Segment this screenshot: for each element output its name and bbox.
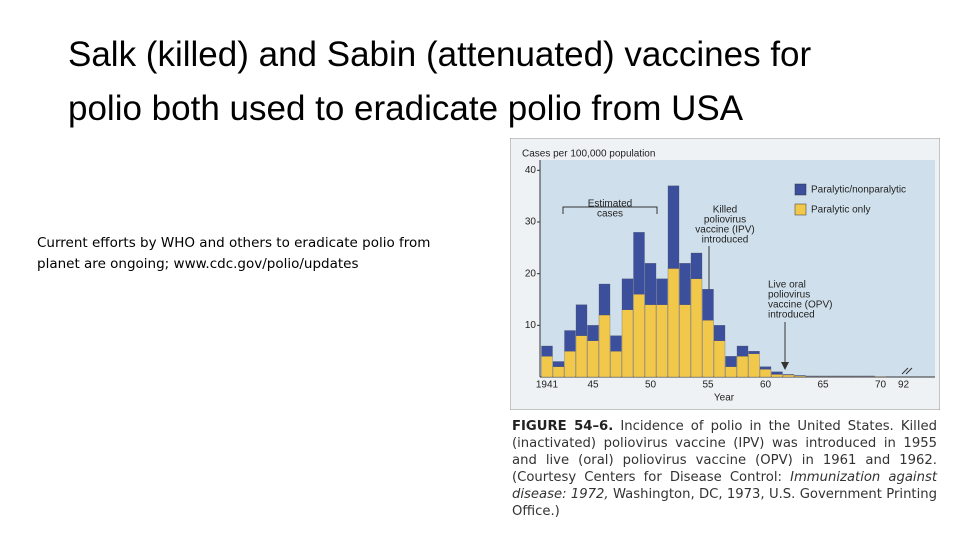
x-tick-label: 92 [898, 380, 910, 391]
bracket [562, 206, 658, 214]
annotation: poliovirus [768, 290, 810, 301]
bar-segment [633, 232, 645, 295]
y-tick-label: 20 [525, 268, 537, 279]
x-tick-label: 60 [760, 380, 772, 391]
note-line: planet are ongoing; www.cdc.gov/polio/up… [37, 256, 359, 272]
bar-segment [794, 375, 806, 377]
x-tick-label: 1941 [536, 380, 559, 391]
axis-break [901, 367, 913, 375]
bar-segment [828, 375, 841, 377]
bar-segment [633, 294, 645, 378]
bar-segment [679, 263, 691, 305]
annotation: vaccine (IPV) [695, 225, 754, 236]
bar-segment [656, 304, 668, 378]
y-axis-label: Cases per 100,000 population [522, 149, 655, 160]
bar-segment [667, 268, 680, 378]
legend-swatch [794, 183, 807, 196]
bar-segment [679, 304, 691, 378]
chart: Cases per 100,000 population Year 10 20 30… [510, 138, 940, 410]
bar-segment [690, 278, 703, 378]
legend-swatch [794, 203, 807, 216]
annotation: Estimated [588, 199, 632, 210]
bar-segment [667, 185, 680, 269]
bar-segment [621, 278, 634, 310]
bar-segment [541, 345, 553, 357]
title-line: polio both used to eradicate polio from … [68, 89, 744, 128]
bar-segment [725, 366, 737, 378]
note: Current efforts by WHO and others to era… [37, 233, 430, 275]
bar-segment [771, 371, 783, 375]
title-line: Salk (killed) and Sabin (attenuated) vac… [68, 35, 812, 74]
bar-segment [541, 356, 553, 378]
bar-segment [690, 252, 703, 279]
bar-segment [794, 375, 806, 378]
bar-segment [759, 366, 772, 370]
bar-segment [552, 361, 565, 367]
annotation: Killed [713, 205, 737, 216]
bar-segment [851, 375, 864, 377]
annotation: introduced [702, 235, 749, 246]
x-tick-label: 55 [702, 380, 714, 391]
bar-segment [598, 314, 611, 378]
bar-segment [610, 335, 622, 352]
bar-segment [702, 320, 714, 378]
arrow-head [781, 362, 789, 370]
bar-segment [575, 304, 588, 336]
bar-segment [564, 351, 576, 378]
slide-title: Salk (killed) and Sabin (attenuated) vac… [68, 28, 811, 136]
bar-segment [863, 375, 875, 377]
x-tick-label: 65 [817, 380, 829, 391]
annotation: Live oral [768, 280, 806, 291]
bar-segment [782, 374, 795, 378]
bar-segment [748, 351, 760, 354]
legend-label: Paralytic only [811, 205, 870, 216]
bar-segment [771, 374, 783, 378]
bar-segment [552, 366, 565, 378]
bar-segment [736, 356, 749, 378]
caption-label: FIGURE 54–6. [512, 419, 614, 434]
bar-segment [564, 330, 576, 352]
bar-segment [748, 353, 760, 378]
bar-segment [874, 376, 887, 378]
y-tick-label: 10 [525, 320, 537, 331]
bar-segment [575, 335, 588, 378]
bar-segment [656, 278, 668, 305]
x-tick-label: 70 [875, 380, 887, 391]
bar-segment [713, 340, 726, 378]
bar-segment [840, 375, 852, 377]
caption-italic: Immunization against disease: 1972, [512, 470, 937, 502]
caption: FIGURE 54–6. Incidence of polio in the U… [512, 418, 937, 520]
bar-segment [644, 263, 657, 305]
caption-text: Washington, DC, 1973, U.S. Government Pr… [512, 487, 937, 519]
annotation: cases [597, 209, 623, 220]
note-line: Current efforts by WHO and others to era… [37, 235, 431, 251]
legend-label: Paralytic/nonparalytic [811, 185, 906, 196]
bar-segment [817, 375, 829, 377]
bar-segment [736, 345, 749, 357]
bar-segment [759, 369, 772, 378]
bar-segment [805, 375, 818, 377]
y-tick-label: 40 [525, 165, 537, 176]
bar-segment [587, 340, 599, 378]
bar-segment [725, 356, 737, 367]
y-tick-label: 30 [525, 217, 537, 228]
bar-segment [713, 325, 726, 341]
caption-text: Incidence of polio in the United States.… [512, 419, 937, 485]
bar-segment [702, 289, 714, 321]
annotation: vaccine (OPV) [768, 300, 832, 311]
bar-segment [621, 309, 634, 378]
annotation: poliovirus [704, 215, 746, 226]
x-tick-label: 45 [587, 380, 599, 391]
bar-segment [644, 304, 657, 378]
annotation: introduced [768, 310, 815, 321]
bar-segment [598, 283, 611, 316]
x-axis-label: Year [714, 393, 735, 404]
bar-segment [610, 351, 622, 378]
x-tick-label: 50 [645, 380, 657, 391]
bar-segment [587, 325, 599, 341]
bar-segment [782, 374, 795, 376]
